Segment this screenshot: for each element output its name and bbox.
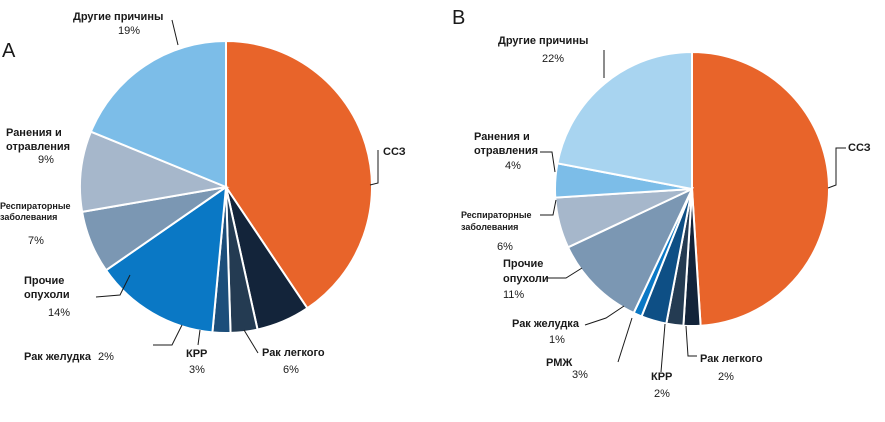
leader-b-injury — [540, 151, 556, 173]
leader-a-stomach — [153, 324, 183, 346]
label-a-tumors-line1: Прочие — [24, 275, 64, 287]
label-b-stomach: Рак желудка — [512, 318, 580, 330]
pie-a-slice-4 — [104, 184, 228, 334]
leader-a-crc — [197, 329, 201, 346]
label-b-resp-line2: заболевания — [461, 222, 518, 232]
pct-b-resp: 6% — [497, 241, 513, 253]
pct-b-injury: 4% — [505, 160, 521, 172]
pct-b-stomach: 1% — [549, 334, 565, 346]
panel-a-letter: A — [2, 40, 16, 62]
label-b-tumors-line1: Прочие — [503, 258, 543, 270]
pct-b-tumors: 11% — [503, 289, 524, 301]
leader-b-resp — [540, 199, 557, 216]
label-b-lung: Рак легкого — [700, 353, 763, 365]
leader-b-tumors — [547, 267, 583, 279]
pct-a-injury: 9% — [38, 154, 54, 166]
label-a-lung: Рак легкого — [262, 347, 325, 359]
pct-a-resp: 7% — [28, 235, 44, 247]
pct-b-crc: 2% — [654, 388, 670, 400]
label-a-stomach: Рак желудка — [24, 351, 92, 363]
pct-a-crc: 3% — [189, 364, 205, 376]
label-b-cvd: ССЗ — [848, 142, 871, 154]
leader-a-lung — [243, 329, 259, 354]
label-b-breast: РМЖ — [546, 357, 572, 369]
pie-a-slices — [79, 39, 373, 334]
leader-a-tumors — [95, 274, 131, 298]
leader-b-crc — [660, 323, 666, 373]
label-b-injury-line1: Ранения и — [474, 131, 530, 143]
pie-a-slice-7 — [89, 39, 227, 189]
leader-b-breast — [617, 317, 633, 363]
pie-b-slices — [554, 50, 830, 328]
label-a-resp-line2: заболевания — [0, 212, 57, 222]
label-a-resp-line1: Респираторные — [0, 201, 71, 211]
panel-b: B Другие причины 22% Ранения и отравлени… — [452, 7, 871, 400]
label-a-cvd: ССЗ — [383, 146, 406, 158]
leader-b-lung — [685, 325, 697, 357]
label-b-crc: КРР — [651, 371, 672, 383]
panel-a: A Другие причины 19% Ранения и отравлени… — [0, 11, 406, 376]
pct-a-stomach: 2% — [98, 351, 114, 363]
label-a-injury-line2: отравления — [6, 141, 70, 153]
label-a-other: Другие причины — [73, 11, 163, 23]
leader-b-stomach — [584, 305, 625, 326]
label-b-resp-line1: Респираторные — [461, 210, 532, 220]
leader-a-other — [171, 19, 179, 46]
label-b-tumors-line2: опухоли — [503, 273, 549, 285]
panel-b-letter: B — [452, 7, 465, 29]
label-a-crc: КРР — [186, 348, 207, 360]
pie-b-slice-0 — [691, 50, 830, 327]
label-b-other: Другие причины — [498, 35, 588, 47]
pct-a-other: 19% — [118, 25, 140, 37]
leader-a-cvd — [369, 150, 379, 186]
pie-a-slice-0 — [225, 39, 373, 310]
pct-b-breast: 3% — [572, 369, 588, 381]
label-a-injury-line1: Ранения и — [6, 127, 62, 139]
pie-b-slice-5 — [566, 186, 695, 315]
pie-a-slice-6 — [79, 130, 230, 214]
pct-a-tumors: 14% — [48, 307, 70, 319]
pct-b-lung: 2% — [718, 371, 734, 383]
pct-b-other: 22% — [542, 53, 564, 65]
label-a-tumors-line2: опухоли — [24, 289, 70, 301]
pie-b-slice-8 — [556, 50, 693, 191]
leader-b-cvd — [827, 147, 846, 189]
pct-a-lung: 6% — [283, 364, 299, 376]
label-b-injury-line2: отравления — [474, 145, 538, 157]
